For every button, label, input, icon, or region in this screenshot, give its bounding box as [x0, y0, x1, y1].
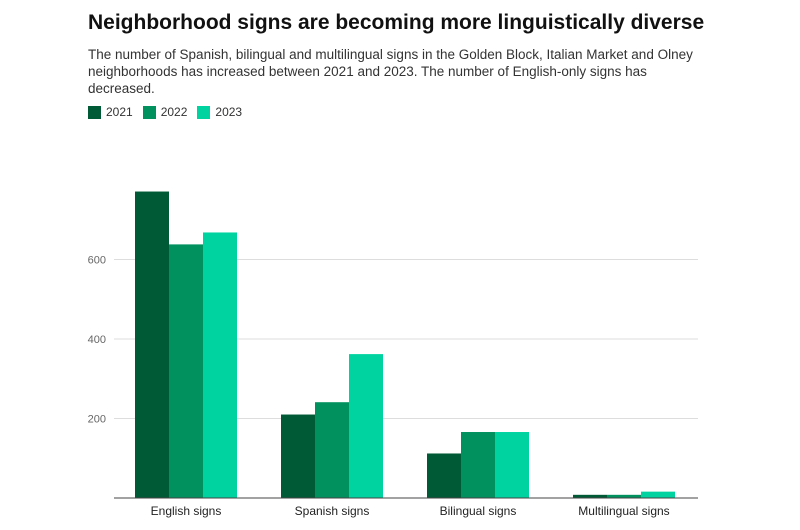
y-tick-label-400: 400 [88, 334, 106, 346]
bar-spanish-signs-2021 [281, 414, 315, 498]
legend-swatch-2021 [88, 105, 101, 119]
bar-bilingual-signs-2023 [495, 432, 529, 498]
bar-english-signs-2021 [135, 191, 169, 498]
bar-english-signs-2022 [169, 244, 203, 498]
chart-subtitle: The number of Spanish, bilingual and mul… [88, 47, 693, 96]
legend-swatch-2022 [142, 105, 156, 119]
legend-item-2021: 2021 [88, 105, 133, 119]
y-tick-label-600: 600 [88, 255, 106, 267]
legend-swatch-2023 [197, 105, 211, 119]
bar-bilingual-signs-2022 [461, 432, 495, 498]
legend-label-2022: 2022 [160, 105, 188, 119]
bar-english-signs-2023 [203, 232, 237, 498]
legend-label-2023: 2023 [215, 105, 243, 119]
legend-item-2022: 2022 [142, 105, 188, 119]
legend-item-2023: 2023 [197, 105, 242, 119]
legend: 2021 2022 2023 [88, 105, 708, 119]
y-tick-label-200: 200 [88, 414, 106, 426]
bar-spanish-signs-2022 [315, 402, 349, 498]
bar-bilingual-signs-2021 [427, 453, 461, 498]
chart-title: Neighborhood signs are becoming more lin… [88, 11, 705, 34]
legend-label-2021: 2021 [106, 105, 133, 119]
x-category-label: Spanish signs [295, 504, 370, 518]
x-category-label: Multilingual signs [578, 504, 669, 518]
bar-spanish-signs-2023 [349, 354, 383, 498]
x-category-label: Bilingual signs [440, 504, 517, 518]
chart-header: Neighborhood signs are becoming more lin… [88, 10, 708, 119]
bar-multilingual-signs-2023 [641, 491, 675, 498]
bar-multilingual-signs-2022 [607, 494, 641, 498]
x-category-label: English signs [151, 504, 222, 518]
bar-multilingual-signs-2021 [573, 494, 607, 498]
